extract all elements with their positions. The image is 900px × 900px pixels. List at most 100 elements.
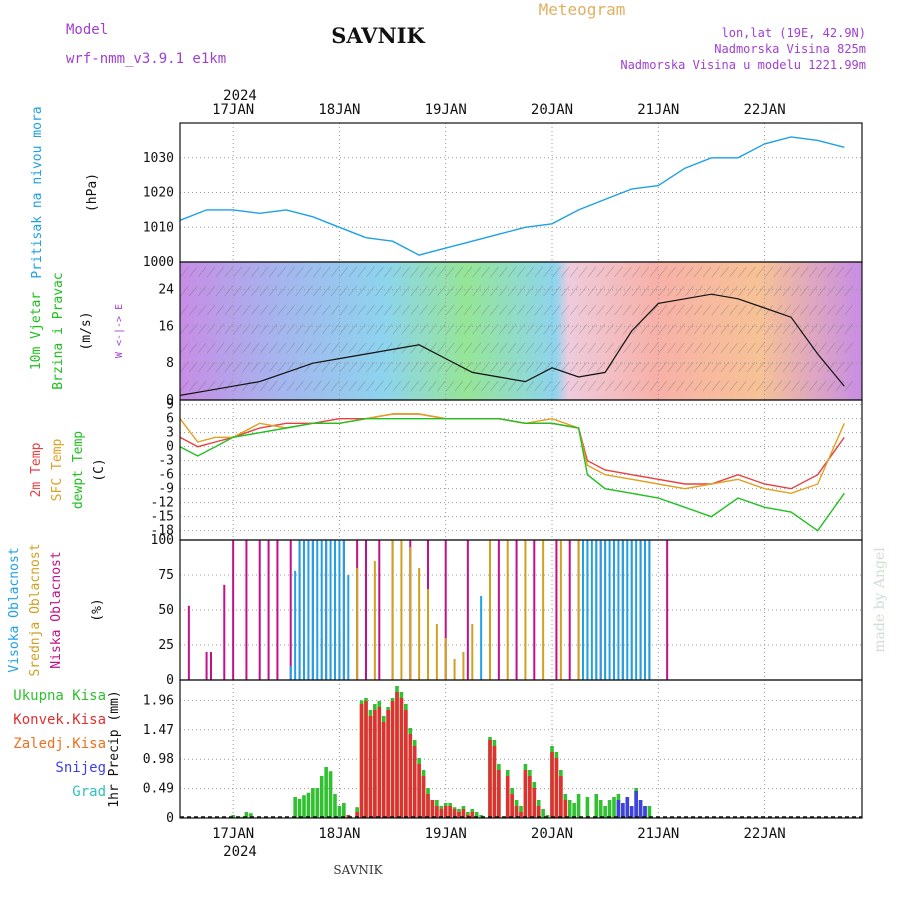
wind-barb bbox=[826, 323, 836, 335]
wind-barb bbox=[357, 323, 366, 335]
wind-barb bbox=[534, 266, 543, 278]
wind-barb bbox=[667, 342, 676, 354]
y-tick-label: 16 bbox=[158, 319, 174, 334]
bar-clouds bbox=[373, 561, 376, 680]
bar-precip bbox=[607, 800, 612, 818]
wind-barb bbox=[419, 266, 428, 278]
wind-barb bbox=[561, 361, 570, 373]
wind-barb bbox=[304, 342, 313, 354]
wind-barb bbox=[561, 285, 570, 297]
y-tick-label: 1030 bbox=[143, 151, 174, 166]
wind-barb bbox=[693, 323, 703, 335]
wind-barb bbox=[561, 380, 570, 392]
wind-barb bbox=[286, 304, 295, 316]
y-tick-label: 0.98 bbox=[143, 752, 174, 767]
bar-precip bbox=[523, 770, 528, 818]
y-tick-label: 75 bbox=[158, 568, 174, 583]
bar-clouds bbox=[644, 540, 646, 680]
wind-barb bbox=[401, 266, 411, 278]
wind-barb bbox=[251, 304, 260, 316]
wind-barb bbox=[463, 304, 473, 316]
wind-barb bbox=[817, 285, 827, 297]
day-label-top: 20JAN bbox=[531, 102, 573, 118]
wind-barb bbox=[631, 304, 641, 316]
wind-barb bbox=[676, 323, 685, 335]
bar-clouds bbox=[187, 605, 190, 680]
wind-barb bbox=[658, 304, 667, 316]
bar-clouds bbox=[311, 540, 314, 680]
wind-barb bbox=[321, 380, 331, 392]
wind-barb bbox=[206, 361, 216, 373]
wind-barb bbox=[809, 304, 818, 316]
wind-barb bbox=[419, 304, 428, 316]
bar-precip bbox=[616, 800, 621, 818]
wind-barb bbox=[729, 266, 738, 278]
wind-barb bbox=[472, 342, 481, 354]
wind-barb bbox=[507, 380, 517, 392]
y-tick-label: 0 bbox=[166, 393, 174, 408]
wind-barb bbox=[685, 323, 694, 335]
precip-legend-item: Ukupna Kisa bbox=[13, 688, 106, 704]
wind-barb bbox=[791, 304, 800, 316]
wind-barb bbox=[463, 380, 473, 392]
wind-barb bbox=[738, 304, 747, 316]
wind-barb bbox=[330, 342, 340, 354]
wind-barb bbox=[649, 323, 659, 335]
wind-barb bbox=[534, 304, 543, 316]
bar-precip bbox=[333, 794, 337, 818]
wind-barb bbox=[809, 323, 818, 335]
wind-barb bbox=[383, 361, 393, 373]
wind-barb bbox=[180, 304, 189, 316]
wind-barb bbox=[773, 266, 783, 278]
bar-precip bbox=[311, 788, 315, 818]
day-label-bottom: 21JAN bbox=[637, 826, 679, 842]
wind-barb bbox=[189, 323, 198, 335]
wind-barb bbox=[614, 304, 623, 316]
bar-precip bbox=[629, 806, 634, 818]
wind-barb bbox=[569, 266, 579, 278]
bar-clouds bbox=[489, 540, 491, 680]
wind-barb bbox=[330, 266, 340, 278]
wind-barb bbox=[375, 342, 384, 354]
y-tick-label: -9 bbox=[158, 482, 174, 497]
wind-barb bbox=[268, 266, 278, 278]
wind-barb bbox=[348, 304, 357, 316]
wind-barb bbox=[348, 361, 357, 373]
bar-clouds bbox=[524, 540, 527, 680]
wind-barb bbox=[800, 380, 809, 392]
wind-barb bbox=[286, 285, 295, 297]
year-bottom: 2024 bbox=[223, 844, 257, 860]
wind-barb bbox=[392, 323, 402, 335]
wind-barb bbox=[472, 285, 481, 297]
wind-barb bbox=[383, 342, 393, 354]
bar-precip bbox=[297, 798, 302, 818]
wind-barb bbox=[392, 304, 402, 316]
bar-clouds bbox=[590, 540, 593, 680]
day-label-bottom: 19JAN bbox=[425, 826, 467, 842]
wind-barb bbox=[552, 380, 561, 392]
bar-precip bbox=[492, 746, 497, 818]
wind-barb bbox=[543, 266, 552, 278]
wind-barb bbox=[640, 380, 650, 392]
wind-barb bbox=[206, 266, 216, 278]
wind-barb bbox=[357, 285, 366, 297]
wind-barb bbox=[251, 266, 260, 278]
bar-precip bbox=[373, 710, 377, 818]
wind-barb bbox=[800, 304, 809, 316]
wind-barb bbox=[800, 266, 809, 278]
wind-barb bbox=[383, 304, 393, 316]
bar-precip bbox=[342, 803, 346, 818]
model-label: Model bbox=[66, 22, 108, 38]
wind-barb bbox=[782, 304, 791, 316]
wind-barb bbox=[658, 380, 667, 392]
wind-barb bbox=[561, 342, 570, 354]
wind-barb bbox=[499, 266, 508, 278]
precip-legend-item: Konvek.Kisa bbox=[13, 712, 106, 728]
wind-barb bbox=[525, 266, 535, 278]
wind-barb bbox=[277, 304, 287, 316]
wind-barb bbox=[569, 323, 579, 335]
wind-barb bbox=[817, 304, 827, 316]
wind-barb bbox=[463, 323, 473, 335]
wind-barb bbox=[277, 380, 287, 392]
bar-precip bbox=[572, 803, 576, 818]
